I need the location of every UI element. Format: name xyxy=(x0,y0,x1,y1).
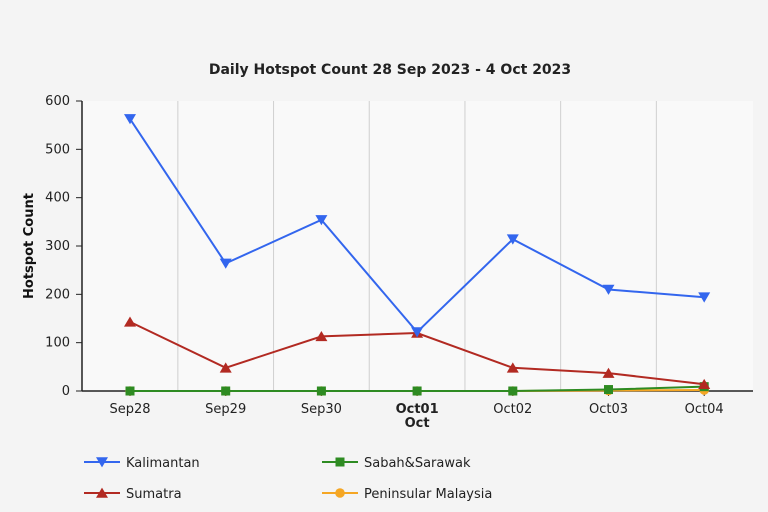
x-tick-label: Oct02 xyxy=(493,402,532,417)
legend-marker xyxy=(96,457,108,468)
data-point-sumatra xyxy=(315,330,328,342)
y-tick-label: 400 xyxy=(45,191,70,206)
series-kalimantan xyxy=(124,114,711,338)
data-point-sumatra xyxy=(602,367,615,378)
legend[interactable]: Kalimantan Sabah&Sarawak Sumatra Peninsular… xyxy=(84,456,492,502)
data-point-kalimantan xyxy=(411,327,424,338)
x-tick-label: Oct03 xyxy=(589,402,628,417)
data-point-sabah-sarawak xyxy=(412,386,422,396)
legend-marker xyxy=(335,488,345,498)
y-tick-label: 200 xyxy=(45,287,70,302)
legend-label: Sabah&Sarawak xyxy=(364,456,471,471)
data-point-sabah-sarawak xyxy=(316,386,326,396)
legend-item-peninsular-malaysia[interactable]: Peninsular Malaysia xyxy=(322,487,492,502)
data-point-kalimantan xyxy=(315,215,328,226)
data-point-sabah-sarawak xyxy=(125,386,135,396)
data-point-kalimantan xyxy=(698,292,711,303)
plot-area xyxy=(82,101,753,391)
legend-item-sumatra[interactable]: Sumatra xyxy=(84,487,182,502)
legend-label: Peninsular Malaysia xyxy=(364,487,492,502)
y-tick-label: 0 xyxy=(62,384,70,399)
x-tick-label: Sep30 xyxy=(301,402,342,417)
data-point-kalimantan xyxy=(506,234,519,245)
y-tick-label: 300 xyxy=(45,239,70,254)
legend-label: Kalimantan xyxy=(126,456,200,471)
data-point-sumatra xyxy=(506,362,519,373)
y-axis-title: Hotspot Count xyxy=(22,193,37,299)
y-tick-label: 600 xyxy=(45,94,70,109)
series-layer xyxy=(124,114,711,396)
chart-title: Daily Hotspot Count 28 Sep 2023 - 4 Oct … xyxy=(209,62,571,78)
gridlines xyxy=(177,101,657,391)
data-point-kalimantan xyxy=(219,258,232,269)
x-tick-label: Sep28 xyxy=(109,402,150,417)
x-tick-sublabel: Oct xyxy=(405,416,430,431)
legend-item-kalimantan[interactable]: Kalimantan xyxy=(84,456,200,471)
data-point-sumatra xyxy=(219,362,232,373)
data-point-sabah-sarawak xyxy=(508,386,518,396)
x-tick-label: Oct04 xyxy=(685,402,724,417)
data-point-kalimantan xyxy=(602,284,615,295)
series-sabah-sarawak xyxy=(125,382,709,396)
data-point-sumatra xyxy=(124,316,136,327)
legend-label: Sumatra xyxy=(126,487,182,502)
data-point-sabah-sarawak xyxy=(221,386,231,396)
data-point-sumatra xyxy=(698,378,711,390)
data-point-kalimantan xyxy=(124,114,136,125)
x-tick-label: Sep29 xyxy=(205,402,246,417)
legend-marker xyxy=(96,487,108,498)
legend-item-sabah-sarawak[interactable]: Sabah&Sarawak xyxy=(322,456,471,471)
y-tick-label: 500 xyxy=(45,142,70,157)
x-tick-label: Oct01 xyxy=(396,402,439,417)
data-point-sabah-sarawak xyxy=(604,385,613,395)
legend-marker xyxy=(335,457,345,467)
y-tick-label: 100 xyxy=(45,336,70,351)
